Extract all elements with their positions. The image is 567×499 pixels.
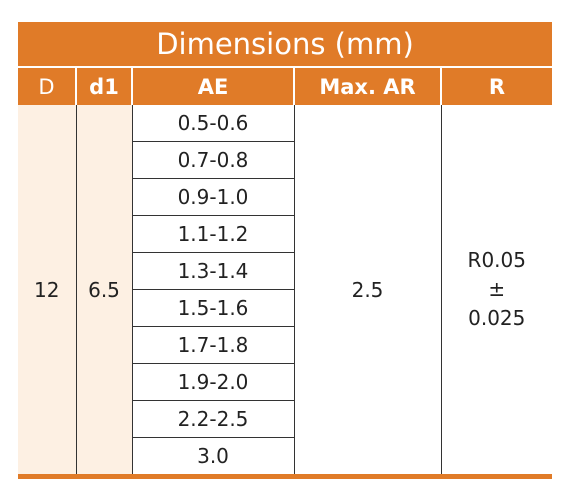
ae-cell: 1.1-1.2: [131, 215, 295, 253]
r-line: ±: [488, 277, 506, 301]
column-header: d1: [75, 67, 132, 105]
column-header: AE: [131, 67, 294, 105]
ae-cell: 0.9-1.0: [131, 178, 295, 216]
ae-cell: 1.9-2.0: [131, 363, 295, 401]
column-header: R: [439, 67, 553, 105]
r-line: 0.025: [468, 306, 526, 330]
r-cell: R0.05 ±0.025: [440, 105, 553, 474]
row: 1.5-1.6: [18, 289, 552, 327]
d-cell: 12: [18, 105, 76, 474]
ae-cell: 3.0: [131, 437, 295, 474]
row: 12 6.5 0.5-0.6 2.5 R0.05 ±0.025: [18, 105, 553, 474]
bottom-rule: [18, 474, 553, 479]
r-line: R0.05: [467, 248, 526, 272]
max-ar-cell: 2.5: [351, 277, 384, 302]
d1-cell: 6.5: [75, 105, 132, 474]
row: 1.7-1.8: [18, 326, 552, 364]
ae-cell: 0.7-0.8: [131, 141, 295, 179]
column-header: D: [18, 67, 76, 105]
ae-cell: 2.2-2.5: [131, 400, 295, 438]
ae-cell: 0.5-0.6: [131, 105, 295, 142]
row: 0.7-0.8: [18, 141, 552, 179]
row: 1.1-1.2: [18, 215, 552, 253]
ae-cell: 1.7-1.8: [131, 326, 295, 364]
column-header: Max. AR: [293, 67, 441, 105]
row: 2.2-2.5: [18, 400, 552, 438]
row: 1.9-2.0: [18, 363, 552, 401]
ae-cell: 1.5-1.6: [131, 289, 295, 327]
row: 3.0: [18, 437, 552, 474]
table-title: Dimensions (mm): [18, 22, 553, 68]
ae-cell: 1.3-1.4: [131, 252, 295, 290]
row: 1.3-1.4: [18, 252, 552, 290]
row: 0.9-1.0: [18, 178, 552, 216]
